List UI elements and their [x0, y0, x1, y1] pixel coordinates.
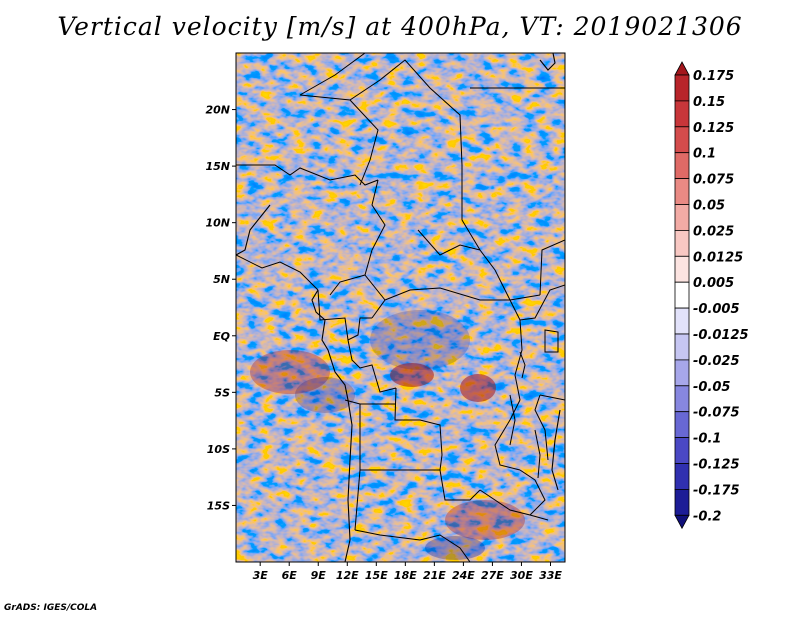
latitude-axis: 20N 15N 10N 5N EQ 5S 10S 15S	[205, 104, 236, 512]
colorbar-swatch	[674, 126, 690, 154]
grads-credit: GrADS: IGES/COLA	[4, 603, 98, 613]
colorbar-label: -0.0125	[693, 328, 749, 343]
colorbar-label: 0.1	[693, 147, 716, 162]
lon-tick-label: 12E	[336, 569, 359, 582]
colorbar-label: -0.1	[693, 432, 721, 447]
colorbar-swatch	[674, 281, 690, 309]
colorbar-swatch	[674, 463, 690, 490]
colorbar-label: 0.05	[693, 199, 725, 214]
colorbar-swatch	[674, 437, 690, 464]
chart-title: Vertical velocity [m/s] at 400hPa, VT: 2…	[57, 12, 743, 41]
country-borders	[236, 53, 565, 562]
map-frame	[235, 52, 566, 563]
lon-tick-label: 15E	[365, 569, 388, 582]
lon-tick-label: 18E	[394, 569, 417, 582]
colorbar-label: 0.175	[693, 69, 734, 84]
colorbar-max-arrow	[674, 61, 690, 76]
lon-tick-label: 33E	[539, 569, 562, 582]
colorbar-label: 0.075	[693, 173, 734, 188]
colorbar-swatch	[674, 100, 690, 128]
lat-tick-label: 10N	[205, 217, 230, 230]
colorbar-swatch	[674, 178, 690, 205]
colorbar-swatch	[674, 307, 690, 335]
vertical-velocity-field	[236, 53, 565, 562]
lat-tick-label: 15S	[207, 499, 230, 512]
lat-tick-label: 5S	[214, 386, 230, 399]
lat-tick-label: 15N	[205, 160, 230, 173]
colorbar-swatch	[674, 359, 690, 387]
lon-tick-label: 30E	[510, 569, 533, 582]
colorbar-label: -0.075	[693, 406, 740, 421]
colorbar-label: 0.025	[693, 224, 734, 239]
colorbar-label: 0.15	[693, 95, 725, 110]
lon-tick-label: 21E	[423, 569, 446, 582]
colorbar-min-arrow	[674, 514, 690, 530]
lakes	[509, 329, 559, 479]
lat-tick-label: 5N	[213, 273, 230, 286]
map-plot-area	[236, 53, 565, 562]
colorbar-swatch	[674, 229, 690, 257]
colorbar-swatch	[674, 152, 690, 179]
convective-cells	[250, 310, 525, 560]
colorbar-label: -0.2	[693, 509, 721, 524]
colorbar-swatch	[674, 488, 690, 516]
colorbar-label: -0.175	[693, 483, 740, 498]
colorbar-label: -0.125	[693, 458, 740, 473]
colorbar-swatch	[674, 204, 690, 231]
longitude-axis: 3E 6E 9E 12E 15E 18E 21E 24E 27E 30E 33E	[253, 562, 562, 582]
lon-tick-label: 24E	[452, 569, 475, 582]
lat-tick-label: EQ	[213, 330, 230, 343]
coastline	[236, 53, 561, 562]
lon-tick-label: 6E	[282, 569, 298, 582]
colorbar-label: 0.005	[693, 276, 734, 291]
colorbar-swatch	[674, 74, 690, 102]
colorbar: 0.175 0.15 0.125 0.1 0.075 0.05 0.025 0.0125 0.0…	[674, 61, 749, 530]
colorbar-label: -0.005	[693, 302, 740, 317]
colorbar-swatch	[674, 255, 690, 283]
colorbar-label: -0.025	[693, 354, 740, 369]
colorbar-label: 0.125	[693, 121, 734, 136]
lon-tick-label: 27E	[481, 569, 504, 582]
lon-tick-label: 9E	[311, 569, 327, 582]
colorbar-swatch	[674, 385, 690, 413]
lon-tick-label: 3E	[253, 569, 269, 582]
colorbar-label: 0.0125	[693, 250, 743, 265]
lat-tick-label: 20N	[205, 104, 230, 117]
colorbar-swatch	[674, 411, 690, 439]
lat-tick-label: 10S	[207, 443, 230, 456]
colorbar-swatch	[674, 333, 690, 361]
colorbar-label: -0.05	[693, 380, 730, 395]
